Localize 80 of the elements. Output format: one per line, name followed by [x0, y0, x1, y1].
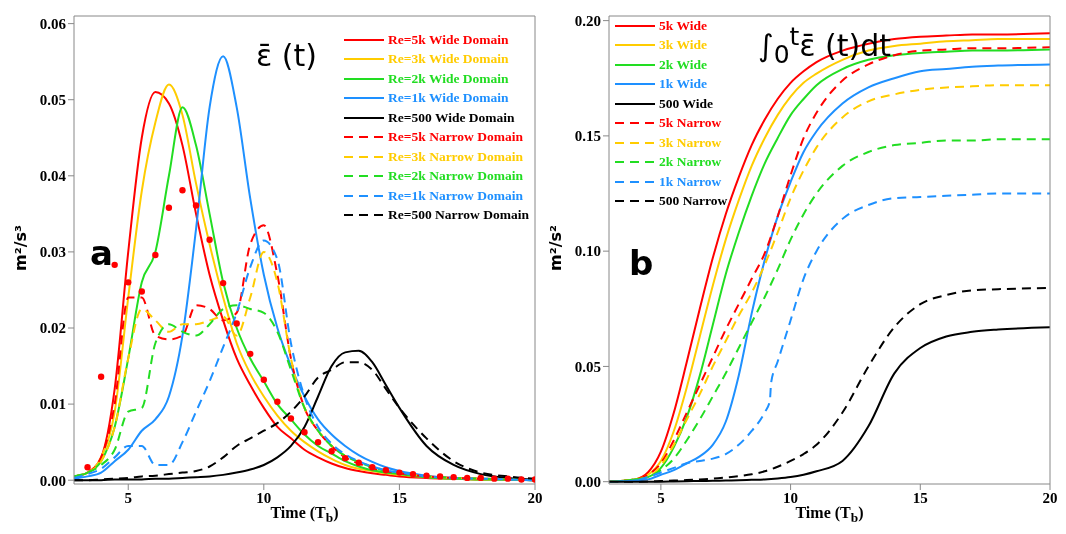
x-tick-label: 10: [783, 489, 799, 506]
y-axis-title: m²/s³: [10, 224, 30, 272]
point: [518, 476, 525, 483]
x-tick-label: 20: [1042, 489, 1058, 506]
y-tick-label: 0.00: [574, 474, 601, 491]
point: [450, 473, 457, 481]
point: [84, 464, 91, 471]
y-tick-label: 0.04: [39, 168, 67, 185]
legend-label: Re=500 Wide Domain: [388, 109, 515, 126]
legend-label: Re=5k Wide Domain: [388, 31, 509, 48]
legend-label: 2k Wide: [659, 56, 707, 73]
annotation: a: [90, 233, 113, 273]
x-tick-label: 20: [527, 489, 543, 506]
point: [206, 236, 213, 243]
point: [192, 202, 200, 209]
annotation: ε̄ (t): [256, 38, 317, 73]
point: [464, 474, 471, 482]
y-tick-label: 0.20: [574, 12, 601, 29]
point: [301, 429, 308, 436]
annotation: b: [629, 243, 654, 283]
y-axis-title: m²/s²: [545, 224, 565, 272]
point: [260, 376, 268, 383]
legend-label: Re=500 Narrow Domain: [388, 207, 529, 224]
point: [328, 448, 335, 455]
legend-label: Re=1k Narrow Domain: [388, 187, 523, 204]
point: [247, 350, 254, 358]
point: [125, 279, 132, 286]
y-tick-label: 0.06: [39, 15, 67, 32]
legend-label: 5k Wide: [659, 17, 707, 34]
y-tick-label: 0.01: [39, 396, 66, 413]
legend-label: Re=3k Wide Domain: [388, 51, 509, 68]
x-axis-title: Time (T$_{b}$): [269, 504, 340, 527]
legend-label: 5k Narrow: [659, 115, 722, 132]
y-tick-label: 0.00: [39, 472, 66, 489]
point: [491, 475, 498, 482]
point: [287, 415, 295, 422]
x-tick-label: 5: [657, 489, 665, 506]
point: [165, 204, 173, 211]
point: [436, 473, 444, 480]
x-tick-label: 15: [912, 489, 928, 506]
y-tick-label: 0.03: [39, 244, 66, 261]
point: [504, 475, 512, 482]
x-tick-label: 15: [391, 489, 407, 506]
point: [423, 472, 430, 479]
legend-label: 1k Narrow: [659, 173, 722, 190]
point: [274, 398, 281, 406]
legend-label: Re=1k Wide Domain: [388, 90, 509, 107]
point: [179, 187, 186, 194]
legend-label: 500 Narrow: [659, 193, 728, 210]
legend-label: Re=3k Narrow Domain: [388, 148, 523, 165]
point: [382, 467, 390, 474]
point: [314, 438, 322, 446]
y-tick-label: 0.05: [39, 92, 66, 109]
x-axis-title: Time (T$_{b}$): [794, 504, 865, 527]
point: [396, 469, 403, 476]
point: [477, 474, 484, 482]
y-tick-label: 0.02: [39, 320, 66, 337]
point: [138, 288, 145, 295]
point: [233, 320, 240, 327]
legend-label: 3k Narrow: [659, 134, 722, 151]
legend-label: 3k Wide: [659, 37, 707, 54]
legend-label: Re=2k Wide Domain: [388, 70, 509, 87]
legend-label: 1k Wide: [659, 76, 707, 93]
legend-label: Re=5k Narrow Domain: [388, 129, 523, 146]
point: [219, 279, 227, 287]
point: [369, 464, 376, 471]
y-tick-label: 0.05: [574, 358, 601, 375]
legend-label: 500 Wide: [659, 95, 713, 112]
x-tick-label: 10: [256, 489, 272, 506]
legend-label: Re=2k Narrow Domain: [388, 168, 523, 185]
point: [97, 373, 105, 380]
y-tick-label: 0.10: [574, 243, 601, 260]
point: [409, 470, 417, 478]
point: [152, 251, 159, 259]
legend-label: 2k Narrow: [659, 154, 722, 171]
x-tick-label: 5: [124, 489, 132, 506]
point: [355, 459, 362, 466]
point: [341, 454, 349, 462]
point: [111, 261, 118, 269]
y-tick-label: 0.15: [574, 128, 601, 145]
